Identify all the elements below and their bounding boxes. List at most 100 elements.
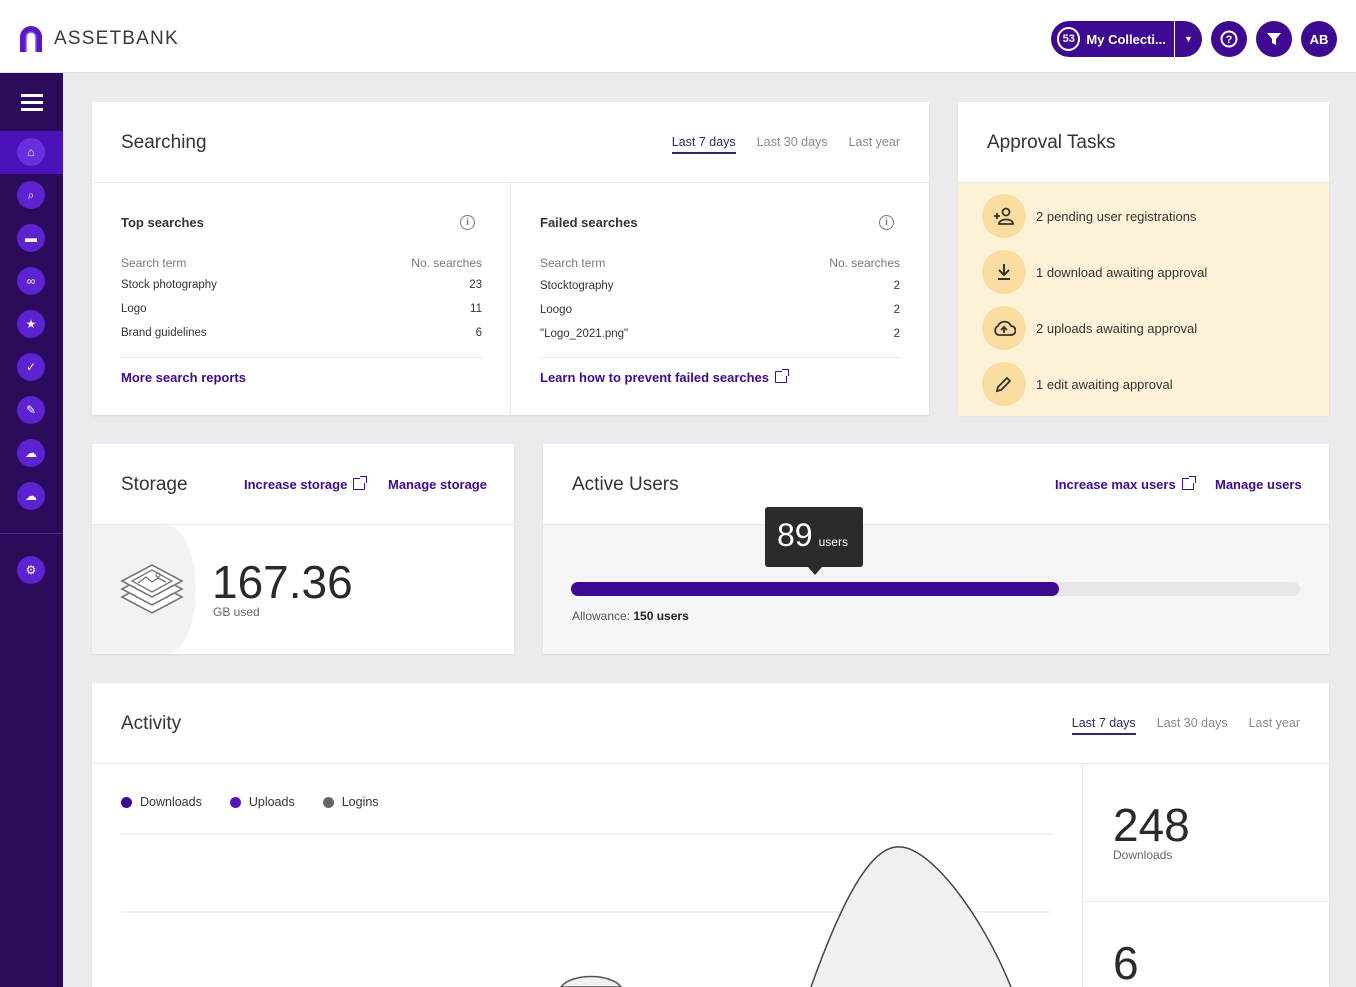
menu-button[interactable] (0, 73, 63, 131)
top-searches-title: Top searches (121, 215, 204, 230)
logo[interactable]: ASSETBANK (18, 24, 179, 54)
svg-text:?: ? (1226, 34, 1233, 46)
more-search-reports-link[interactable]: More search reports (121, 370, 246, 385)
tab-last-year[interactable]: Last year (848, 135, 900, 149)
divider (510, 183, 511, 415)
activity-area-large (810, 846, 1012, 987)
table-cell-term: Brand guidelines (121, 327, 207, 339)
storage-used-unit: GB used (213, 605, 260, 619)
divider (92, 763, 1329, 764)
tab-last-30-days[interactable]: Last 30 days (1156, 716, 1228, 730)
approval-item-label: 2 uploads awaiting approval (1036, 320, 1198, 336)
manage-storage-link[interactable]: Manage storage (388, 477, 487, 492)
active-users-unit: users (818, 535, 848, 549)
activity-title: Activity (121, 713, 182, 734)
manage-users-link[interactable]: Manage users (1215, 477, 1302, 492)
filter-icon (1267, 33, 1281, 45)
legend-item-uploads[interactable]: Uploads (229, 795, 295, 809)
increase-storage-link[interactable]: Increase storage (244, 476, 368, 492)
nav-folders[interactable]: ▬ (17, 224, 45, 252)
nav-favorites[interactable]: ★ (17, 310, 45, 338)
external-link-icon (353, 476, 368, 490)
legend-label: Uploads (248, 795, 295, 809)
allowance-label: Allowance: (572, 609, 631, 623)
approval-item-registrations[interactable]: 2 pending user registrations (982, 194, 1196, 238)
pencil-icon (982, 362, 1026, 406)
logo-icon (20, 26, 42, 52)
search-icon: ⌕ (27, 187, 35, 202)
approval-item-uploads[interactable]: 2 uploads awaiting approval (982, 306, 1197, 350)
tab-last-7-days[interactable]: Last 7 days (671, 135, 736, 154)
nav-approvals[interactable]: ✓ (17, 353, 45, 381)
divider (1083, 901, 1331, 902)
prevent-failed-searches-link[interactable]: Learn how to prevent failed searches (540, 369, 790, 385)
download-icon (982, 250, 1026, 294)
nav-upload[interactable]: ☁ (17, 439, 45, 467)
approval-item-edits[interactable]: 1 edit awaiting approval (982, 362, 1173, 406)
gear-icon: ⚙ (25, 563, 37, 577)
link-label: Increase storage (244, 477, 348, 492)
table-cell-count: 2 (893, 304, 900, 316)
approval-tasks-card: Approval Tasks 2 pending user registrati… (958, 102, 1329, 416)
top-bar: ASSETBANK 53 My Collecti... ▼ ? AB (0, 0, 1356, 73)
divider (92, 524, 514, 525)
legend-item-downloads[interactable]: Downloads (121, 795, 202, 809)
nav-search[interactable]: ⌕ (17, 181, 45, 209)
sidebar: ⌂ ⌕ ▬ ∞ ★ ✓ ✎ ☁ ☁ ⚙ (0, 73, 63, 987)
legend-label: Downloads (140, 795, 202, 809)
column-header-no-searches: No. searches (411, 256, 482, 270)
activity-period-tabs: Last 7 days Last 30 days Last year (1071, 716, 1300, 735)
my-collections-button[interactable]: 53 My Collecti... ▼ (1051, 21, 1202, 57)
activity-card: Activity Last 7 days Last 30 days Last y… (92, 683, 1331, 987)
activity-stats: 248 Downloads 6 (1082, 764, 1331, 987)
active-users-card: Active Users Increase max users Manage u… (543, 444, 1329, 654)
nav-cloud[interactable]: ☁ (17, 482, 45, 510)
help-icon: ? (1220, 30, 1238, 48)
folder-icon: ▬ (25, 231, 37, 245)
nav-home[interactable]: ⌂ (17, 138, 45, 166)
info-icon[interactable]: i (460, 215, 475, 230)
hamburger-icon (20, 94, 43, 111)
brand-name: ASSETBANK (54, 28, 179, 49)
help-button[interactable]: ? (1211, 21, 1247, 57)
tab-last-30-days[interactable]: Last 30 days (756, 135, 828, 149)
table-cell-term: Logo (121, 303, 147, 315)
divider (92, 182, 929, 183)
column-header-search-term: Search term (121, 256, 187, 270)
chevron-down-icon[interactable]: ▼ (1183, 34, 1193, 44)
table-cell-count: 23 (469, 279, 482, 291)
nav-edit[interactable]: ✎ (17, 396, 45, 424)
legend-item-logins[interactable]: Logins (322, 795, 379, 809)
nav-settings[interactable]: ⚙ (17, 556, 45, 584)
table-cell-count: 2 (893, 328, 900, 340)
star-icon: ★ (25, 317, 37, 331)
activity-chart (121, 833, 1053, 987)
pencil-icon: ✎ (25, 403, 37, 417)
home-icon: ⌂ (27, 145, 35, 159)
approval-item-label: 1 edit awaiting approval (1036, 376, 1173, 392)
approval-item-label: 2 pending user registrations (1036, 208, 1197, 224)
link-label: Increase max users (1055, 477, 1176, 492)
table-cell-count: 6 (475, 327, 482, 339)
filter-button[interactable] (1256, 21, 1292, 57)
user-avatar[interactable]: AB (1301, 21, 1337, 57)
storage-used-value: 167.36 (212, 556, 353, 608)
image-stack-icon (120, 564, 184, 614)
link-label: Learn how to prevent failed searches (540, 370, 770, 385)
nav-links[interactable]: ∞ (17, 267, 45, 295)
tab-last-7-days[interactable]: Last 7 days (1071, 716, 1136, 735)
add-user-icon (982, 194, 1026, 238)
link-icon: ∞ (26, 274, 36, 288)
storage-card: Storage Increase storage Manage storage … (92, 444, 514, 654)
divider (121, 357, 482, 358)
tab-last-year[interactable]: Last year (1248, 716, 1300, 730)
cloud-icon: ☁ (25, 489, 37, 503)
downloads-total: 248 (1113, 799, 1190, 851)
legend-label: Logins (341, 795, 379, 809)
info-icon[interactable]: i (879, 215, 894, 230)
table-cell-count: 2 (893, 280, 900, 292)
table-cell-term: "Logo_2021.png" (540, 328, 629, 340)
approval-item-downloads[interactable]: 1 download awaiting approval (982, 250, 1207, 294)
increase-max-users-link[interactable]: Increase max users (1055, 476, 1196, 492)
collections-label: My Collecti... (1086, 31, 1166, 47)
